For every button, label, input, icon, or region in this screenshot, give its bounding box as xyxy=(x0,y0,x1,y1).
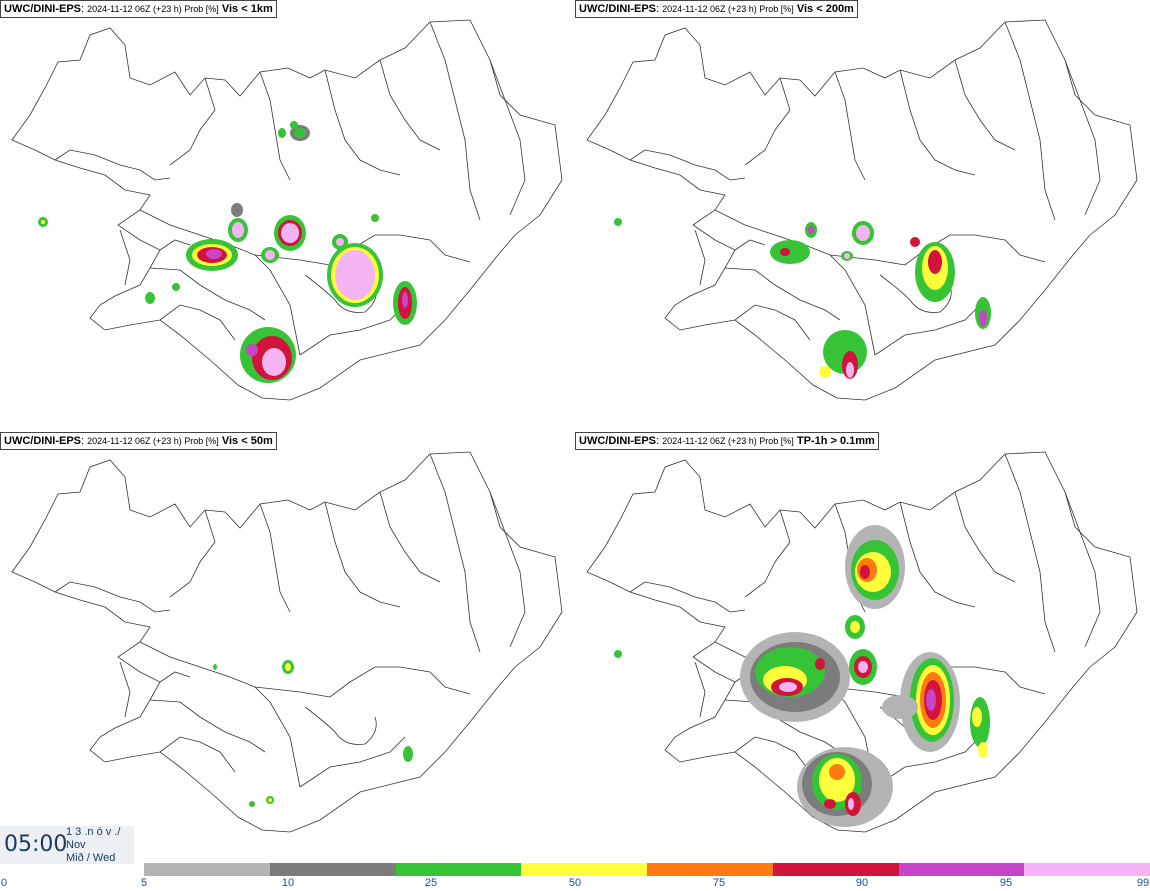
colorbar-tick-label: 0 xyxy=(0,877,8,889)
colorbar-tick-label: 10 xyxy=(281,877,295,889)
colorbar-tick-label: 25 xyxy=(424,877,438,889)
colorbar-tick-label: 75 xyxy=(712,877,726,889)
iceland-map xyxy=(11,451,563,833)
map-panel-vis-1km: UWC/DINI-EPS: 2024-11-12 06Z (+23 h) Pro… xyxy=(0,0,575,432)
colorbar-tick-label: 50 xyxy=(568,877,582,889)
colorbar-segment xyxy=(144,863,271,876)
colorbar-segment xyxy=(395,863,522,876)
colorbar-segment xyxy=(898,863,1025,876)
panel-title: UWC/DINI-EPS: 2024-11-12 06Z (+23 h) Pro… xyxy=(575,0,858,18)
probability-field xyxy=(614,525,990,827)
colorbar-segment xyxy=(521,863,648,876)
probability-field xyxy=(38,121,417,383)
probability-field xyxy=(213,660,413,807)
probability-field xyxy=(614,218,991,379)
colorbar-segment xyxy=(772,863,899,876)
panel-title: UWC/DINI-EPS: 2024-11-12 06Z (+23 h) Pro… xyxy=(0,432,277,450)
colorbar-tick-label: 90 xyxy=(855,877,869,889)
map-panel-precip: UWC/DINI-EPS: 2024-11-12 06Z (+23 h) Pro… xyxy=(575,432,1150,864)
iceland-map xyxy=(11,19,563,401)
valid-time: 05:00 xyxy=(4,832,68,857)
iceland-map xyxy=(586,19,1138,401)
panel-title: UWC/DINI-EPS: 2024-11-12 06Z (+23 h) Pro… xyxy=(0,0,277,18)
colorbar-tick-label: 95 xyxy=(999,877,1013,889)
valid-month: Nov xyxy=(66,839,86,851)
valid-weekday: Mið / Wed xyxy=(66,852,116,864)
iceland-map xyxy=(586,451,1138,833)
panel-title: UWC/DINI-EPS: 2024-11-12 06Z (+23 h) Pro… xyxy=(575,432,879,450)
map-panel-vis-200m: UWC/DINI-EPS: 2024-11-12 06Z (+23 h) Pro… xyxy=(575,0,1150,432)
colorbar-tick-label: 99 xyxy=(1136,877,1150,889)
colorbar-tick-label: 5 xyxy=(140,877,148,889)
valid-time-box: 05:00 1 3 .n ó v ./ Nov Mið / Wed xyxy=(0,826,134,864)
probability-colorbar xyxy=(144,863,1150,876)
colorbar-segment xyxy=(647,863,774,876)
map-panel-vis-50m: UWC/DINI-EPS: 2024-11-12 06Z (+23 h) Pro… xyxy=(0,432,575,864)
colorbar-segment xyxy=(1024,863,1150,876)
colorbar-segment xyxy=(269,863,396,876)
valid-date: 1 3 .n ó v ./ xyxy=(66,826,121,838)
